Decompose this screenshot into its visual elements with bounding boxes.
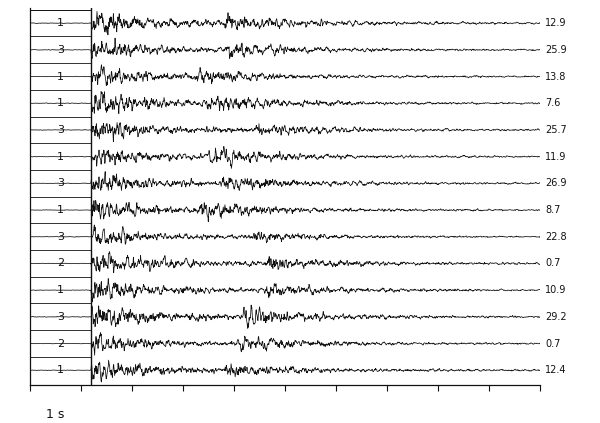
Text: 0.7: 0.7	[545, 258, 560, 269]
Text: 13.8: 13.8	[545, 71, 566, 82]
Text: 7.6: 7.6	[545, 98, 560, 108]
Text: 1: 1	[57, 205, 64, 215]
Text: 1: 1	[57, 365, 64, 375]
Text: 1: 1	[57, 285, 64, 295]
Text: 1: 1	[57, 151, 64, 162]
Text: 1: 1	[57, 18, 64, 28]
Text: 3: 3	[57, 312, 64, 322]
Text: 8.7: 8.7	[545, 205, 560, 215]
Text: 25.9: 25.9	[545, 45, 567, 55]
Text: 10.9: 10.9	[545, 285, 566, 295]
Text: 3: 3	[57, 125, 64, 135]
Text: 11.9: 11.9	[545, 151, 566, 162]
Text: 26.9: 26.9	[545, 179, 566, 188]
Text: 29.2: 29.2	[545, 312, 567, 322]
Text: 25.7: 25.7	[545, 125, 567, 135]
Text: 0.7: 0.7	[545, 338, 560, 349]
Text: 1: 1	[57, 98, 64, 108]
Text: 2: 2	[57, 338, 64, 349]
Text: 3: 3	[57, 45, 64, 55]
Text: 1 s: 1 s	[46, 407, 65, 420]
Text: 1: 1	[57, 71, 64, 82]
Text: 12.9: 12.9	[545, 18, 566, 28]
Text: 3: 3	[57, 232, 64, 242]
Text: 2: 2	[57, 258, 64, 269]
Text: 22.8: 22.8	[545, 232, 567, 242]
Text: 12.4: 12.4	[545, 365, 566, 375]
Text: 3: 3	[57, 179, 64, 188]
